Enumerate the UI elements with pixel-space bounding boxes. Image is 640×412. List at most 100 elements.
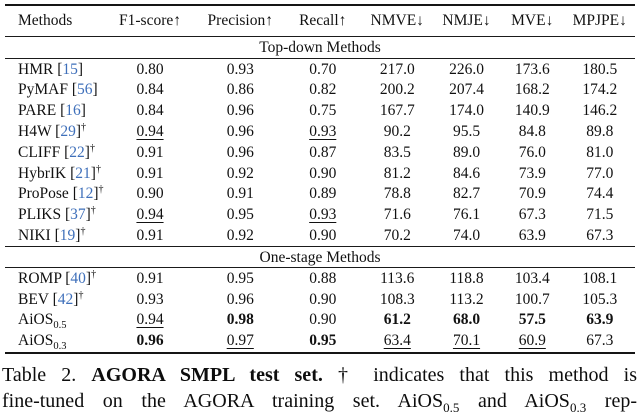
- value-cell: 0.89: [309, 185, 337, 203]
- value-cell: 0.84: [136, 81, 164, 99]
- method-subscript: 0.5: [53, 320, 67, 332]
- table-row: AiOS0.3 0.96 0.97 0.95 63.4 70.1 60.9 67.3: [5, 331, 635, 352]
- table-header-row: Methods F1-score↑ Precision↑ Recall↑ NMV…: [5, 6, 635, 38]
- value-cell: 207.4: [449, 81, 484, 99]
- value-cell: 71.6: [383, 206, 411, 224]
- section-label: One-stage Methods: [5, 246, 635, 269]
- value-cell: 89.8: [586, 122, 614, 140]
- value-cell: 146.2: [582, 102, 618, 120]
- value-cell: 0.96: [136, 332, 164, 350]
- value-cell: 226.0: [449, 60, 484, 78]
- table-row: CLIFF [22]† 0.91 0.96 0.87 83.5 89.0 76.0 81.0: [5, 142, 635, 163]
- caption-text-3: and AiOS: [459, 389, 570, 412]
- method-cell: HMR [15]: [18, 60, 84, 78]
- value-cell: 70.2: [383, 226, 411, 244]
- value-cell: 67.3: [518, 206, 546, 224]
- method-cell: BEV [42]†: [18, 289, 84, 308]
- method-cell: AiOS0.5: [18, 311, 67, 332]
- column-header-mve: MVE↓: [511, 12, 554, 30]
- value-cell: 67.3: [586, 226, 614, 244]
- value-cell: 0.96: [226, 143, 254, 161]
- value-cell: 118.8: [449, 269, 484, 287]
- value-cell: 0.91: [136, 269, 164, 287]
- value-cell: 0.92: [226, 164, 254, 182]
- table-row: HMR [15] 0.80 0.93 0.70 217.0 226.0 173.6 180.5: [5, 59, 635, 80]
- value-cell: 0.92: [226, 226, 254, 244]
- column-header-mpjpe: MPJPE↓: [572, 12, 627, 30]
- citation-link[interactable]: 19: [59, 226, 76, 244]
- value-cell: 0.93: [226, 60, 254, 78]
- method-cell: PARE [16]: [18, 102, 86, 120]
- value-cell: 0.96: [226, 102, 254, 120]
- value-cell: 0.90: [136, 185, 164, 203]
- value-cell: 0.70: [309, 60, 337, 78]
- method-cell: ROMP [40]†: [18, 268, 97, 287]
- citation-link[interactable]: 12: [77, 185, 94, 203]
- value-cell: 0.98: [226, 311, 254, 329]
- value-cell: 0.90: [309, 290, 337, 308]
- value-cell: 0.90: [309, 311, 337, 329]
- value-cell: 113.2: [449, 290, 484, 308]
- citation-link[interactable]: 40: [70, 269, 86, 287]
- value-cell: 61.2: [383, 311, 411, 329]
- value-cell: 0.87: [309, 143, 337, 161]
- table-row: PLIKS [37]† 0.94 0.95 0.93 71.6 76.1 67.3 71.5: [5, 205, 635, 226]
- results-table: Methods F1-score↑ Precision↑ Recall↑ NMV…: [5, 4, 635, 354]
- value-cell: 0.82: [309, 81, 337, 99]
- value-cell: 0.90: [309, 226, 337, 244]
- caption-text-1: † indicates that this method is: [337, 363, 638, 386]
- table-row: ROMP [40]† 0.91 0.95 0.88 113.6 118.8 103.4 108…: [5, 268, 635, 289]
- value-cell: 0.95: [226, 269, 254, 287]
- value-cell: 76.0: [518, 143, 546, 161]
- value-cell: 0.95: [226, 206, 254, 224]
- citation-link[interactable]: 15: [62, 60, 78, 78]
- value-cell: 60.9: [518, 332, 546, 350]
- value-cell: 63.9: [586, 311, 614, 329]
- table-row: PyMAF [56] 0.84 0.86 0.82 200.2 207.4 168.2 174…: [5, 80, 635, 101]
- value-cell: 70.9: [518, 185, 546, 203]
- citation-link[interactable]: 16: [65, 102, 81, 120]
- value-cell: 89.0: [452, 143, 481, 161]
- value-cell: 63.4: [383, 332, 411, 350]
- value-cell: 0.93: [136, 290, 164, 308]
- section-label: Top-down Methods: [5, 37, 635, 60]
- table-caption: Table 2. AGORA SMPL test set. † indicate…: [2, 362, 637, 412]
- dagger-mark: †: [81, 121, 87, 133]
- method-cell: NIKI [19]†: [18, 225, 86, 244]
- citation-link[interactable]: 37: [70, 206, 86, 224]
- value-cell: 0.88: [309, 269, 337, 287]
- value-cell: 76.1: [452, 206, 481, 224]
- citation-link[interactable]: 56: [77, 81, 93, 99]
- citation-link[interactable]: 22: [69, 143, 85, 161]
- value-cell: 63.9: [518, 226, 546, 244]
- value-cell: 0.86: [226, 81, 254, 99]
- dagger-mark: †: [80, 225, 86, 237]
- caption-text-4: rep-: [586, 389, 637, 412]
- citation-link[interactable]: 29: [60, 122, 76, 140]
- method-cell: PLIKS [37]†: [18, 205, 96, 224]
- caption-label: Table 2.: [2, 363, 77, 386]
- value-cell: 217.0: [379, 60, 415, 78]
- citation-link[interactable]: 42: [57, 290, 74, 308]
- value-cell: 0.91: [226, 185, 254, 203]
- column-header-f1-score: F1-score↑: [119, 12, 181, 30]
- table-row: NIKI [19]† 0.91 0.92 0.90 70.2 74.0 63.9 67.3: [5, 226, 635, 247]
- dagger-mark: †: [91, 268, 97, 280]
- value-cell: 0.80: [136, 60, 164, 78]
- value-cell: 0.96: [226, 290, 254, 308]
- column-header-nmve: NMVE↓: [370, 12, 424, 30]
- method-cell: CLIFF [22]†: [18, 142, 95, 161]
- value-cell: 174.0: [449, 102, 484, 120]
- value-cell: 103.4: [514, 269, 550, 287]
- citation-link[interactable]: 21: [75, 164, 91, 182]
- value-cell: 0.94: [136, 206, 164, 224]
- value-cell: 0.93: [309, 122, 337, 140]
- method-subscript: 0.3: [53, 341, 67, 353]
- value-cell: 0.94: [136, 122, 164, 140]
- value-cell: 82.7: [452, 185, 481, 203]
- value-cell: 81.0: [586, 143, 614, 161]
- value-cell: 57.5: [518, 311, 546, 329]
- value-cell: 173.6: [514, 60, 550, 78]
- table-top-rule: [5, 4, 635, 7]
- value-cell: 0.94: [136, 311, 164, 329]
